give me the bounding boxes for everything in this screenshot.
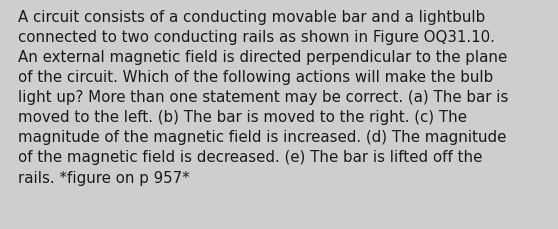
Text: A circuit consists of a conducting movable bar and a lightbulb
connected to two : A circuit consists of a conducting movab…: [18, 10, 508, 185]
